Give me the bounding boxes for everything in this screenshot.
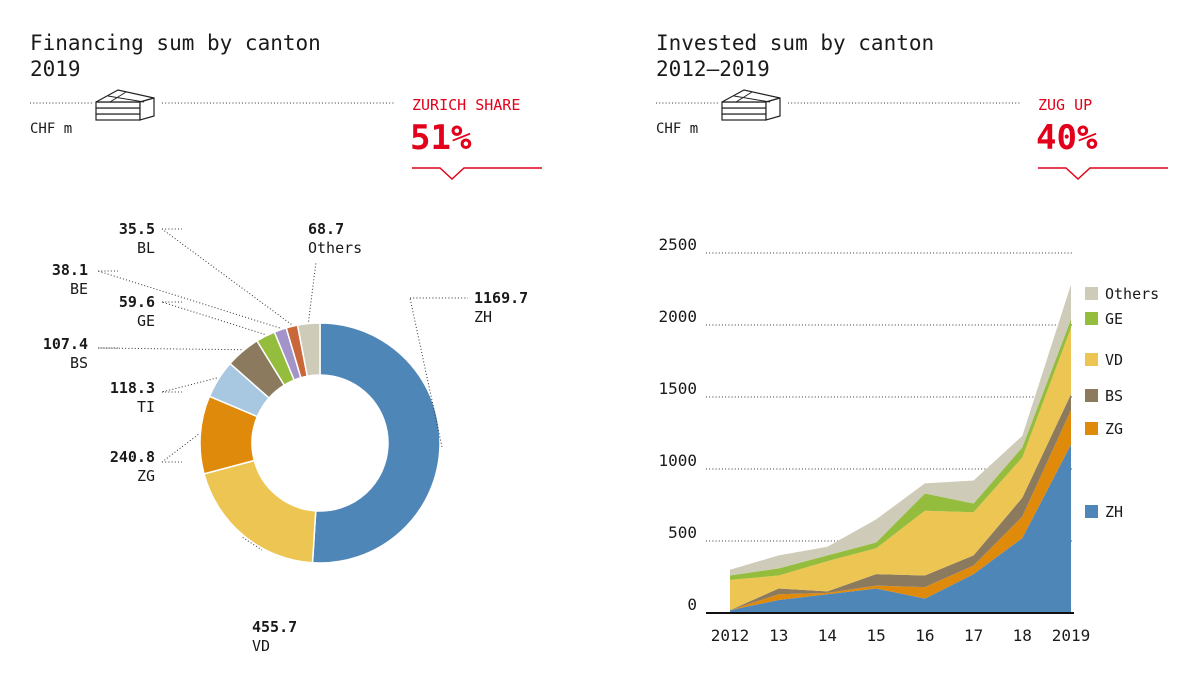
donut-slice-others (296, 322, 321, 378)
leader-line-zg (161, 434, 199, 463)
zurich-share-value: 51% (410, 118, 472, 158)
right-title-line2: 2012–2019 (656, 57, 770, 81)
left-title-line1: Financing sum by canton (30, 31, 321, 55)
slice-name-zh: ZH (474, 308, 492, 326)
y-tick-500: 500 (668, 523, 697, 542)
x-tick-2012: 2012 (711, 626, 750, 645)
legend-label-zg: ZG (1105, 420, 1123, 438)
x-tick-2019: 2019 (1052, 626, 1091, 645)
leader-line-ge (161, 301, 265, 335)
slice-name-ti: TI (137, 398, 155, 416)
area-chart: 0 500 1000 1500 2000 2500 2012 13 14 15 16 17 18 2019… (658, 235, 1159, 645)
y-tick-1500: 1500 (658, 379, 697, 398)
legend-swatch-bs (1085, 389, 1098, 402)
legend-swatch-ge (1085, 312, 1098, 325)
leader-line-bl (161, 228, 292, 325)
donut-slice-vd (203, 459, 317, 564)
leader-line-bs (97, 347, 242, 351)
money-stack-icon (721, 89, 781, 121)
y-tick-2000: 2000 (658, 307, 697, 326)
slice-name-zg: ZG (137, 467, 155, 485)
legend-label-zh: ZH (1105, 503, 1123, 521)
area-series-ge (730, 319, 1071, 580)
area-series-vd (730, 327, 1071, 611)
money-stack-icon (95, 89, 155, 121)
legend-label-vd: VD (1105, 351, 1123, 369)
slice-name-bs: BS (70, 354, 88, 372)
leader-line-others (308, 261, 317, 322)
slice-value-be: 38.1 (52, 261, 88, 279)
slice-value-ge: 59.6 (119, 293, 155, 311)
donut-slice-zh (311, 322, 441, 564)
slice-value-others: 68.7 (308, 220, 344, 238)
slice-value-bs: 107.4 (43, 335, 88, 353)
legend-swatch-others (1085, 287, 1098, 300)
legend-label-ge: GE (1105, 310, 1123, 328)
y-tick-0: 0 (687, 595, 697, 614)
area-series-zg (730, 409, 1071, 611)
legend-swatch-zg (1085, 422, 1098, 435)
left-unit-label: CHF m (30, 121, 72, 137)
right-unit-label: CHF m (656, 121, 698, 137)
x-tick-16: 16 (915, 626, 934, 645)
left-highlight-pointer (412, 167, 542, 180)
y-tick-2500: 2500 (658, 235, 697, 254)
slice-name-bl: BL (137, 239, 155, 257)
zurich-share-label: ZURICH SHARE (412, 96, 520, 114)
slice-value-bl: 35.5 (119, 220, 155, 238)
x-tick-15: 15 (867, 626, 886, 645)
zug-up-label: ZUG UP (1038, 96, 1092, 114)
slice-name-vd: VD (252, 637, 270, 655)
slice-value-ti: 118.3 (110, 379, 155, 397)
x-tick-18: 18 (1013, 626, 1032, 645)
right-highlight-pointer (1038, 167, 1168, 180)
area-series-others (730, 284, 1071, 576)
slice-value-zg: 240.8 (110, 448, 155, 466)
x-tick-13: 13 (769, 626, 788, 645)
area-series-zh (730, 444, 1071, 613)
zug-up-value: 40% (1036, 118, 1098, 158)
y-tick-1000: 1000 (658, 451, 697, 470)
slice-value-zh: 1169.7 (474, 289, 528, 307)
legend-label-others: Others (1105, 285, 1159, 303)
x-tick-14: 14 (818, 626, 837, 645)
left-title-line2: 2019 (30, 57, 81, 81)
legend-swatch-vd (1085, 353, 1098, 366)
leader-line-ti (161, 377, 217, 393)
legend-label-bs: BS (1105, 387, 1123, 405)
right-title-line1: Invested sum by canton (656, 31, 934, 55)
x-tick-17: 17 (964, 626, 983, 645)
donut-chart: 1169.7ZH 455.7VD 240.8ZG 118.3TI 107.4BS 59.6… (43, 220, 528, 655)
legend-swatch-zh (1085, 505, 1098, 518)
slice-name-others: Others (308, 239, 362, 257)
slice-value-vd: 455.7 (252, 618, 297, 636)
leader-line-vd (242, 536, 263, 551)
slice-name-ge: GE (137, 312, 155, 330)
slice-name-be: BE (70, 280, 88, 298)
